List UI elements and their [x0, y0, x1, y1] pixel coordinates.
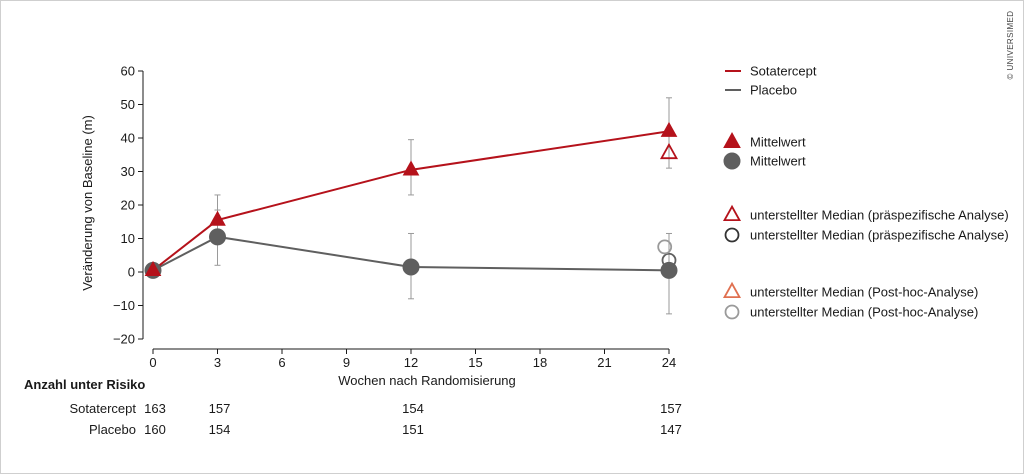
- risk-row-label: Sotatercept: [70, 401, 137, 416]
- copyright-mark: © UNIVERSIMED: [1006, 11, 1015, 80]
- y-tick-label: 40: [121, 131, 135, 146]
- risk-row-label: Placebo: [89, 422, 136, 437]
- x-tick-label: 3: [214, 355, 221, 370]
- sotatercept-mean-point: [144, 260, 162, 276]
- risk-cell: 154: [402, 401, 424, 416]
- x-tick-label: 15: [468, 355, 482, 370]
- sotatercept-mean-point: [660, 121, 678, 137]
- y-tick-label: 0: [128, 265, 135, 280]
- placebo-mean-point: [402, 258, 420, 276]
- legend-label: Placebo: [750, 83, 797, 98]
- risk-cell: 157: [660, 401, 682, 416]
- y-tick-label: 60: [121, 64, 135, 79]
- x-tick-label: 6: [278, 355, 285, 370]
- x-tick-label: 0: [149, 355, 156, 370]
- sotatercept-median-prespecified-point: [659, 142, 679, 160]
- placebo-median-posthoc-point: [657, 239, 673, 255]
- y-axis-title: Veränderung von Baseline (m): [80, 115, 95, 291]
- sotatercept-mean-point: [402, 160, 420, 176]
- legend-label: Mittelwert: [750, 135, 806, 150]
- x-axis-title: Wochen nach Randomisierung: [338, 373, 516, 388]
- legend-triangle-hollow-icon: [722, 281, 742, 299]
- x-tick-label: 24: [662, 355, 676, 370]
- legend-triangle-filled-icon: [723, 132, 741, 148]
- sotatercept-mean-point: [209, 210, 226, 226]
- risk-cell: 154: [209, 422, 231, 437]
- risk-cell: 163: [144, 401, 166, 416]
- risk-cell: 147: [660, 422, 682, 437]
- y-tick-label: 20: [121, 198, 135, 213]
- legend-label: unterstellter Median (Post-hoc-Analyse): [750, 305, 978, 320]
- placebo-median-prespecified-point: [661, 252, 677, 268]
- legend-label: unterstellter Median (präspezifische Ana…: [750, 228, 1009, 243]
- risk-cell: 160: [144, 422, 166, 437]
- y-tick-label: −20: [113, 332, 135, 347]
- series-line-sotatercept: [152, 130, 670, 272]
- risk-table-title: Anzahl unter Risiko: [24, 377, 145, 392]
- legend-circle-hollow-icon: [724, 227, 740, 243]
- legend-label: unterstellter Median (präspezifische Ana…: [750, 208, 1009, 223]
- legend-circle-filled-icon: [723, 152, 741, 170]
- series-line-placebo: [152, 235, 670, 272]
- y-tick-label: −10: [113, 298, 135, 313]
- x-tick-label: 9: [343, 355, 350, 370]
- x-tick-label: 18: [533, 355, 547, 370]
- legend-triangle-hollow-icon: [722, 204, 742, 222]
- legend-circle-hollow-icon: [724, 304, 740, 320]
- risk-cell: 157: [209, 401, 231, 416]
- x-tick-label: 12: [404, 355, 418, 370]
- placebo-mean-point: [209, 228, 226, 246]
- legend-label: Mittelwert: [750, 154, 806, 169]
- risk-cell: 151: [402, 422, 424, 437]
- legend-label: unterstellter Median (Post-hoc-Analyse): [750, 285, 978, 300]
- y-tick-label: 10: [121, 231, 135, 246]
- y-tick-label: 50: [121, 97, 135, 112]
- x-tick-label: 21: [597, 355, 611, 370]
- legend-label: Sotatercept: [750, 64, 817, 79]
- y-tick-label: 30: [121, 164, 135, 179]
